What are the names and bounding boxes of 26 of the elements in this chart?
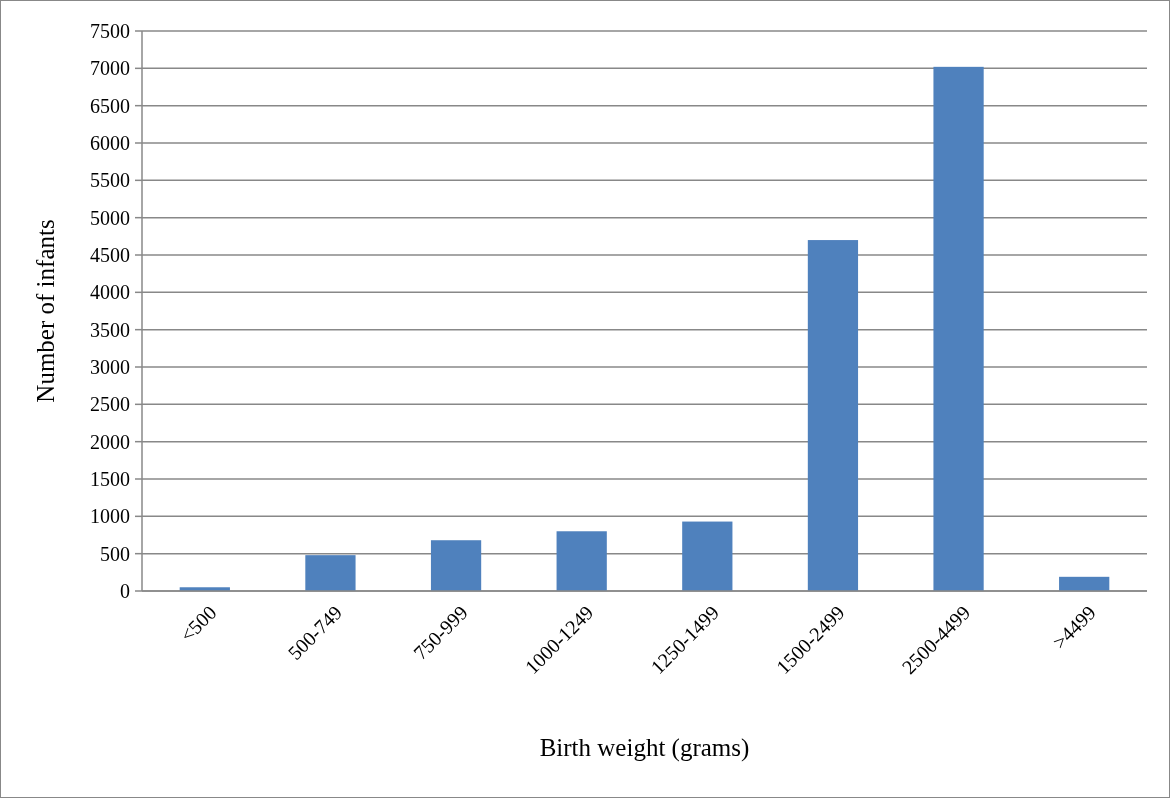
- y-tick-label: 5500: [90, 169, 130, 192]
- x-axis-title: Birth weight (grams): [539, 734, 750, 762]
- y-tick-label: 2500: [90, 393, 130, 416]
- y-tick-label: 0: [120, 580, 130, 602]
- bar: [556, 531, 607, 591]
- bar: [933, 66, 984, 591]
- y-tick-label: 500: [100, 542, 130, 565]
- y-tick-label: 7500: [90, 20, 130, 42]
- y-tick-label: 3500: [90, 318, 130, 341]
- bar: [305, 555, 356, 591]
- y-tick-label: 5000: [90, 206, 130, 229]
- bar: [807, 240, 859, 591]
- y-tick-label: 7000: [90, 57, 130, 80]
- y-tick-label: 4000: [90, 281, 130, 304]
- x-tick-label: <500: [175, 601, 221, 646]
- y-tick-label: 6000: [90, 132, 130, 154]
- y-tick-label: 4500: [90, 244, 130, 266]
- y-tick-label: 6500: [90, 94, 130, 117]
- bar: [1059, 576, 1110, 591]
- y-tick-label: 1000: [90, 505, 130, 528]
- y-tick-label: 3000: [90, 356, 130, 378]
- y-tick-label: 1500: [90, 468, 130, 490]
- y-axis-title: Number of infants: [32, 219, 59, 403]
- bar: [430, 540, 482, 591]
- bar: [682, 521, 733, 591]
- y-tick-label: 2000: [90, 430, 130, 453]
